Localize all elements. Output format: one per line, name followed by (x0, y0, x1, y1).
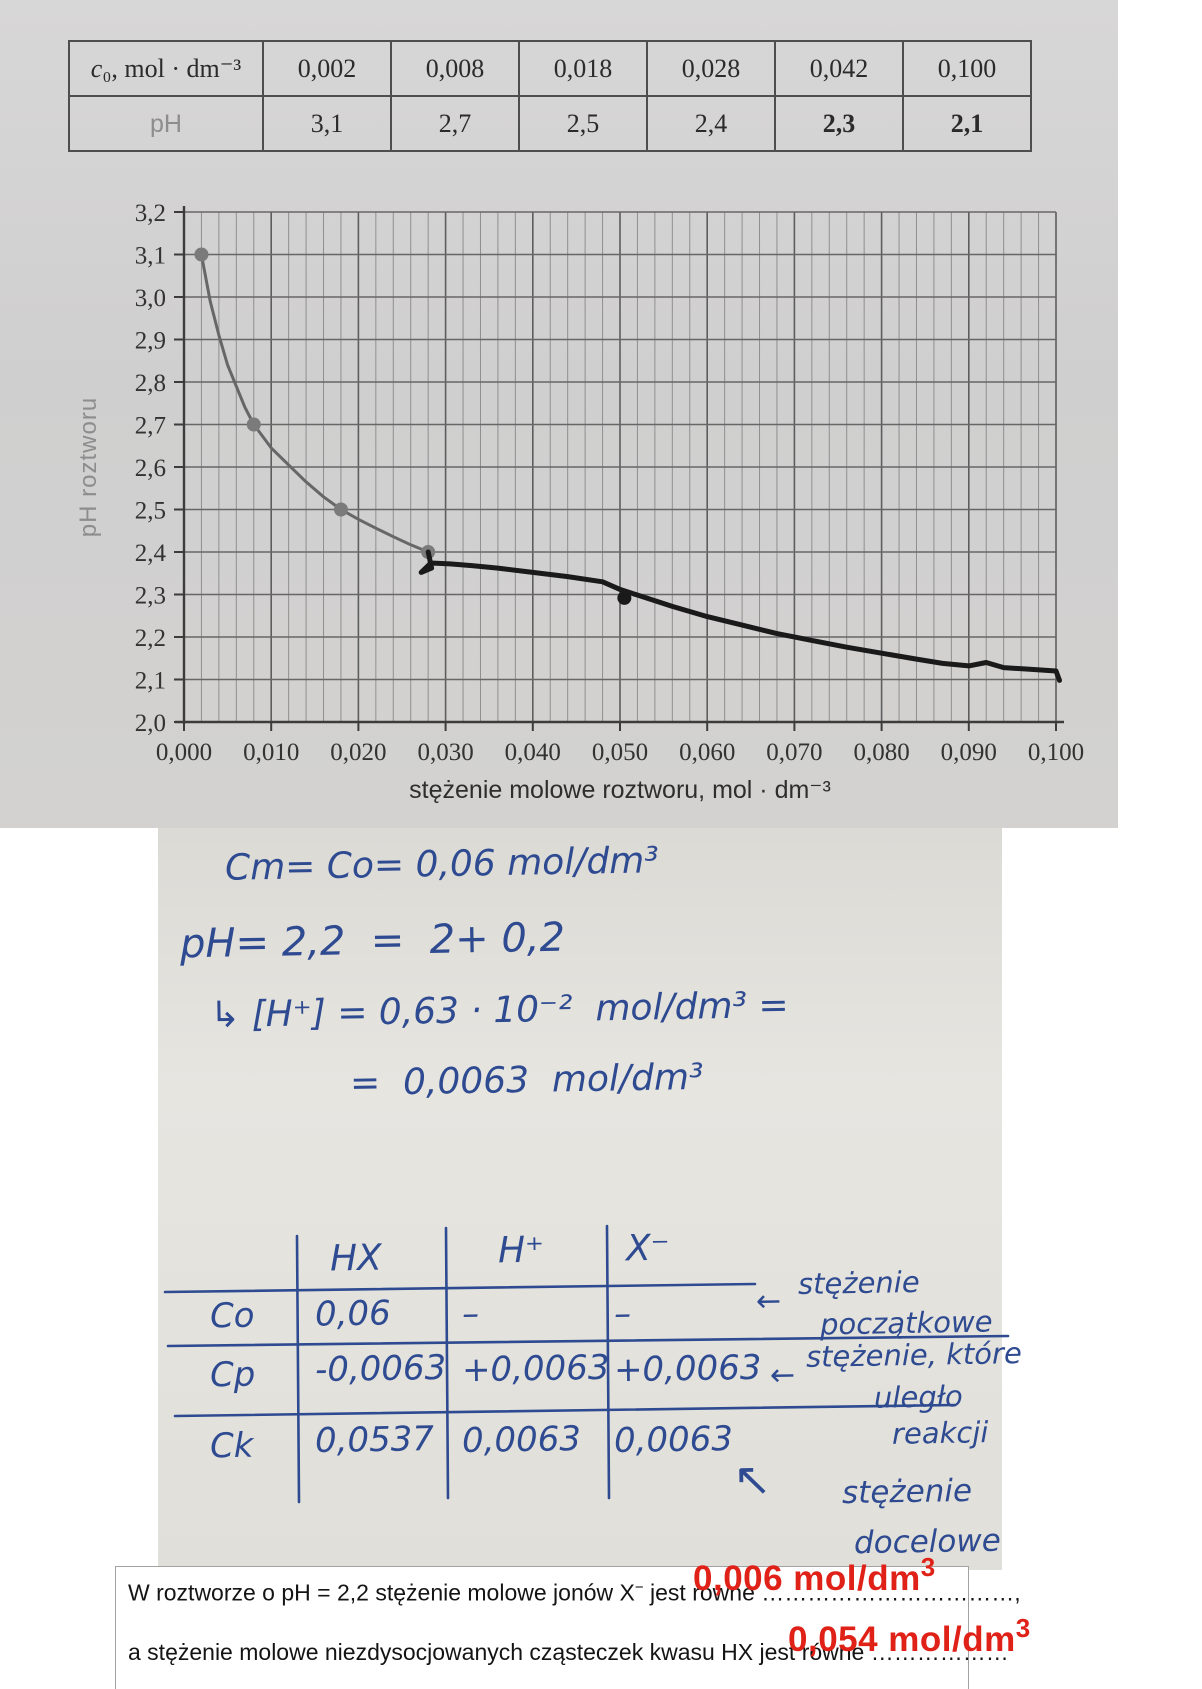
ph-chart: 2,0 2,1 2,2 2,3 2,4 2,5 2,6 2,7 2,8 2,9 3,0 3,1 3,2 0… (75, 200, 1084, 804)
y-tick-label: 2,2 (135, 625, 166, 652)
x-tick-label: 0,060 (679, 739, 735, 766)
hw-grid-line (163, 1282, 757, 1294)
hw-table-col-header: HX (329, 1237, 383, 1280)
hw-table-cell: +0,0063 (461, 1347, 610, 1391)
x-tick-label: 0,050 (592, 739, 648, 766)
c0-header-cell: c₀, mol · dm⁻³ (68, 40, 264, 97)
hw-table-cell: – (613, 1293, 632, 1335)
curve-printed (199, 253, 430, 554)
y-tick-label: 2,6 (135, 455, 166, 482)
hw-table-cell: 0,0063 (461, 1418, 582, 1462)
hw-table-col-header: X⁻ (625, 1227, 671, 1270)
ph-header-cell: pH (68, 95, 264, 152)
hw-up-left-arrow-icon: ↖ (732, 1451, 773, 1507)
y-tick-label: 3,1 (135, 243, 166, 270)
x-tick-label: 0,040 (505, 739, 561, 766)
answer-line-2-dots: ……………… (870, 1639, 1009, 1665)
hw-grid-line (605, 1224, 611, 1500)
y-axis-title: pH roztworu (75, 397, 102, 537)
x-minus-sup: − (634, 1579, 644, 1596)
hw-calc-line: Cm= Co= 0,06 mol/dm³ (224, 840, 660, 889)
ph-value-cell: 2,5 (518, 95, 648, 152)
curve-hand-drawn (418, 549, 1062, 683)
x-tick-label: 0,070 (766, 739, 822, 766)
hw-table-row-label: Ck (209, 1425, 254, 1467)
y-tick-label: 2,7 (135, 413, 166, 440)
y-tick-label: 3,2 (135, 200, 166, 227)
hw-table-row-label: Cp (209, 1354, 256, 1396)
y-tick-label: 2,0 (135, 710, 166, 737)
ph-value-cell: 3,1 (262, 95, 392, 152)
x-tick-label: 0,010 (243, 739, 299, 766)
red-answer-2: 0,054 mol/dm3 (788, 1613, 1031, 1659)
hw-annotation: stężenie (797, 1264, 920, 1302)
y-tick-label: 2,1 (135, 668, 166, 695)
answer-line-1: W roztworze o pH = 2,2 stężenie molowe j… (128, 1579, 1021, 1606)
x-axis-title: stężenie molowe roztworu, mol · dm⁻³ (409, 776, 831, 804)
hw-table-grid (163, 1224, 1010, 1504)
hw-table-cell: 0,06 (314, 1293, 392, 1335)
answer-line-2-text: a stężenie molowe niezdysocjowanych cząs… (128, 1639, 871, 1665)
red-answer-1: 0,006 mol/dm3 (693, 1552, 936, 1598)
hw-grid-line (444, 1226, 450, 1500)
hw-grid-line (295, 1234, 301, 1504)
hw-table-cell: +0,0063 (613, 1347, 762, 1391)
data-point-marker (194, 247, 209, 262)
c0-value-cell: 0,008 (390, 40, 520, 97)
y-tick-label: 2,9 (135, 328, 166, 355)
hand-drawn-point-marker (617, 590, 632, 605)
hw-table-cell: -0,0063 (314, 1347, 447, 1391)
c0-value-cell: 0,018 (518, 40, 648, 97)
data-point-marker (333, 502, 348, 517)
c0-value-cell: 0,100 (902, 40, 1032, 97)
y-tick-label: 2,8 (135, 370, 166, 397)
hw-table-cell: 0,0063 (613, 1418, 734, 1462)
hw-left-arrow-icon: ← (755, 1283, 782, 1320)
data-point-marker (246, 417, 261, 432)
hw-table-cell: – (461, 1293, 480, 1335)
hw-calc-line: pH= 2,2 = 2+ 0,2 (179, 914, 566, 968)
x-tick-label: 0,020 (330, 739, 386, 766)
c0-value-cell: 0,042 (774, 40, 904, 97)
hw-annotation: uległo (873, 1379, 964, 1415)
hw-annotation: stężenie, które (805, 1336, 1023, 1374)
hw-annotation: stężenie (841, 1472, 973, 1512)
x-tick-label: 0,090 (941, 739, 997, 766)
y-tick-label: 2,5 (135, 498, 166, 525)
hw-table-col-header: H⁺ (497, 1229, 545, 1272)
hw-annotation: reakcji (891, 1415, 989, 1451)
ph-value-cell: 2,7 (390, 95, 520, 152)
hw-grid-line (166, 1334, 1010, 1348)
hw-table-cell: 0,0537 (314, 1418, 435, 1462)
answer-line-1-text: W roztworze o pH = 2,2 stężenie molowe j… (128, 1579, 635, 1606)
y-tick-label: 2,3 (135, 583, 166, 610)
ph-value-cell-handwritten-red: 2,1 (902, 95, 1032, 152)
y-tick-label: 2,4 (135, 540, 167, 567)
x-tick-label: 0,100 (1028, 739, 1084, 766)
answer-line-1-dots: ……………………………, (761, 1579, 1021, 1606)
c0-value-cell: 0,002 (262, 40, 392, 97)
answer-line-2: a stężenie molowe niezdysocjowanych cząs… (128, 1639, 1009, 1666)
hw-left-arrow-icon: ← (769, 1357, 796, 1394)
x-tick-label: 0,000 (156, 739, 212, 766)
ph-concentration-table: c₀, mol · dm⁻³ 0,002 0,008 0,018 0,028 0,042 0… (68, 40, 1032, 152)
ph-value-cell: 2,4 (646, 95, 776, 152)
hw-table-row-label: Co (209, 1295, 255, 1337)
answer-box: W roztworze o pH = 2,2 stężenie molowe j… (115, 1566, 1021, 1689)
hw-grid-line (173, 1403, 957, 1418)
ph-value-cell-handwritten-red: 2,3 (774, 95, 904, 152)
y-tick-label: 3,0 (135, 285, 166, 312)
hw-calc-line: = 0,0063 mol/dm³ (349, 1056, 704, 1105)
hw-annotation: początkowe (819, 1304, 993, 1342)
x-tick-label: 0,030 (417, 739, 473, 766)
c0-value-cell: 0,028 (646, 40, 776, 97)
x-tick-label: 0,080 (853, 739, 909, 766)
